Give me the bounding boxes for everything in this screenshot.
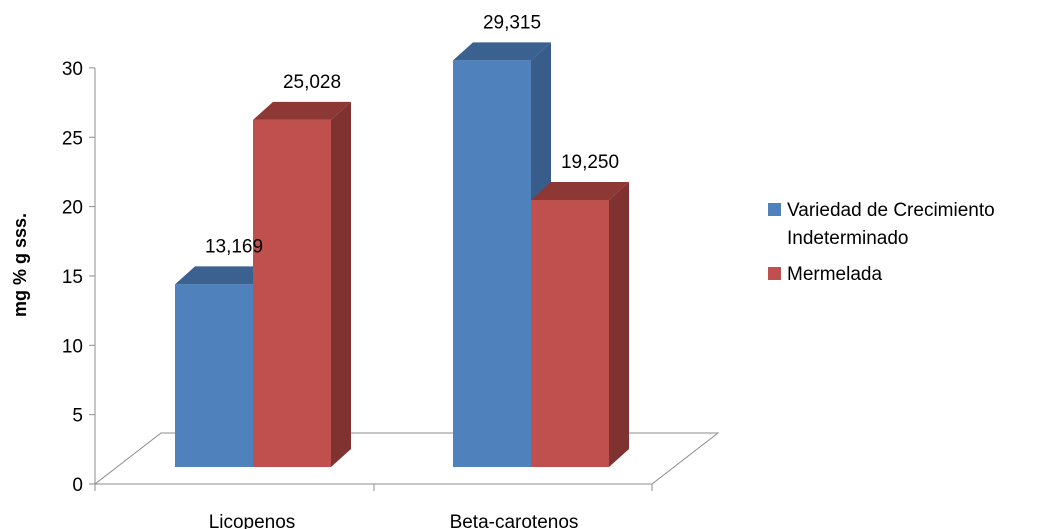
data-label: 19,250 (561, 152, 619, 173)
data-label: 25,028 (283, 72, 341, 93)
bar-side (331, 101, 351, 468)
bar-top (453, 42, 551, 61)
legend-label-series-1: Variedad de Crecimiento Indeterminado (787, 200, 995, 249)
legend-label-series-2: Mermelada (787, 264, 883, 285)
x-tick-label: Beta-carotenos (450, 512, 579, 529)
bar-side (609, 182, 629, 467)
legend-item-series-1: Variedad de Crecimiento Indeterminado (768, 197, 1058, 253)
y-tick-label: 25 (62, 128, 83, 149)
data-labels: 13,169 29,315 25,028 19,250 (205, 12, 619, 257)
bar-top (175, 266, 273, 285)
y-tick-label: 5 (72, 406, 83, 427)
y-axis-title: mg % g sss. (10, 213, 30, 317)
axes: 0 5 10 15 20 25 30 Licopenos Beta-carotenos (62, 59, 653, 529)
bar-top (531, 182, 629, 201)
bars (175, 42, 629, 468)
data-label: 29,315 (483, 12, 541, 33)
y-tick-label: 30 (62, 59, 83, 80)
y-tick-label: 0 (72, 475, 83, 496)
y-tick-label: 15 (62, 267, 83, 288)
bar (253, 119, 331, 468)
bar (531, 200, 609, 467)
y-tick-label: 20 (62, 198, 83, 219)
floor-plane (93, 432, 720, 485)
bar (175, 284, 253, 467)
legend: Variedad de Crecimiento Indeterminado Me… (768, 197, 1058, 297)
legend-item-series-2: Mermelada (768, 261, 1058, 289)
chart-floor (93, 432, 720, 485)
data-label: 13,169 (205, 236, 263, 257)
legend-swatch-series-2 (768, 267, 781, 280)
y-tick-label: 10 (62, 336, 83, 357)
x-tick-label: Licopenos (209, 512, 296, 529)
bar (453, 60, 531, 468)
bar-top (253, 101, 351, 120)
legend-swatch-series-1 (768, 203, 781, 216)
